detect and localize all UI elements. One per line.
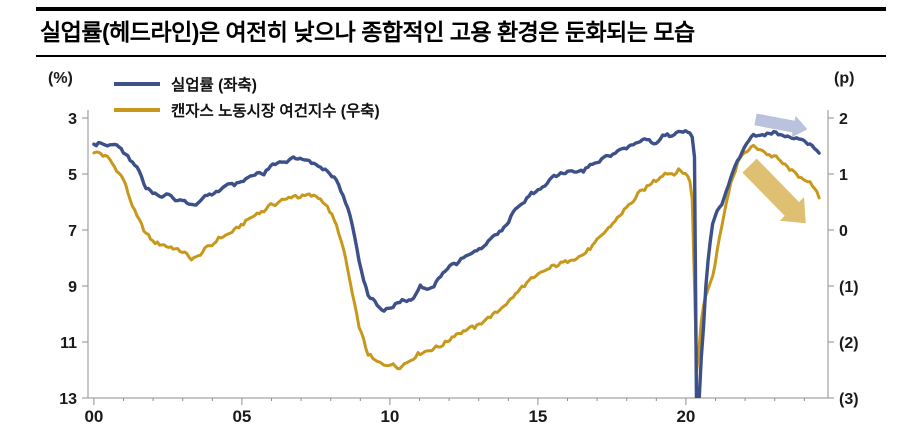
- x-axis-tick-label: 00: [84, 407, 103, 426]
- unemployment-line-swatch: [114, 82, 160, 86]
- unemployment-line: [92, 129, 821, 398]
- chart-title-bar: 실업률(헤드라인)은 여전히 낮으나 종합적인 고용 환경은 둔화되는 모습: [36, 7, 886, 57]
- legend-label-lmci: 캔자스 노동시장 여건지수 (우축): [171, 103, 380, 120]
- lmci-trend-arrow: [742, 158, 806, 224]
- left-axis-unit-label: (%): [48, 70, 73, 87]
- left-axis-tick-label: 5: [68, 167, 77, 184]
- x-axis-tick-label: 15: [528, 407, 547, 426]
- legend-item-unemployment: 실업률 (좌축): [114, 71, 380, 97]
- x-axis-tick-label: 10: [380, 407, 399, 426]
- unemployment-trend-arrow: [754, 113, 808, 138]
- left-axis-tick-label: 11: [60, 335, 77, 352]
- left-axis-tick-label: 13: [59, 391, 77, 408]
- legend: 실업률 (좌축) 캔자스 노동시장 여건지수 (우축): [114, 71, 380, 123]
- right-axis-tick-label: (2): [839, 335, 859, 352]
- left-axis-tick-label: 9: [68, 279, 77, 296]
- right-axis-tick-label: (1): [839, 279, 859, 296]
- right-axis-unit-label: (p): [834, 70, 855, 87]
- right-axis-tick-label: 2: [839, 111, 848, 128]
- lmci-line-swatch: [114, 108, 160, 112]
- right-axis-tick-label: (3): [839, 391, 859, 408]
- page-title: 실업률(헤드라인)은 여전히 낮으나 종합적인 고용 환경은 둔화되는 모습: [40, 19, 695, 45]
- right-axis-tick-label: 0: [839, 223, 848, 240]
- legend-label-unemployment: 실업률 (좌축): [171, 77, 257, 94]
- left-axis-tick-label: 7: [68, 223, 77, 240]
- lmci-line: [92, 143, 821, 373]
- legend-item-lmci: 캔자스 노동시장 여건지수 (우축): [114, 97, 380, 123]
- left-axis-tick-label: 3: [68, 111, 77, 128]
- x-axis-tick-label: 20: [676, 407, 695, 426]
- x-axis-tick-label: 05: [232, 407, 251, 426]
- right-axis-tick-label: 1: [839, 167, 848, 184]
